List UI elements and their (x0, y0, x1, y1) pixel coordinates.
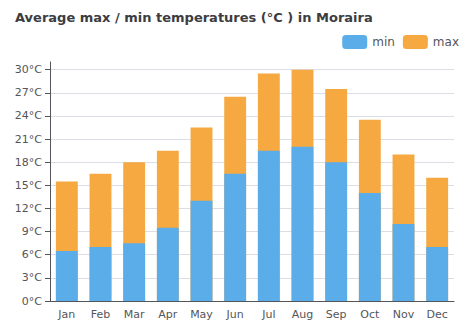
svg-text:Average max / min temperatures: Average max / min temperatures (°C ) in … (15, 10, 373, 25)
svg-text:18°C: 18°C (15, 156, 42, 169)
svg-text:Mar: Mar (124, 308, 145, 321)
svg-text:Feb: Feb (91, 308, 110, 321)
svg-text:6°C: 6°C (22, 248, 42, 261)
svg-text:Jul: Jul (261, 308, 275, 321)
svg-text:Nov: Nov (393, 308, 415, 321)
svg-text:min: min (372, 35, 395, 49)
svg-text:Jan: Jan (57, 308, 75, 321)
svg-text:21°C: 21°C (15, 133, 42, 146)
svg-text:30°C: 30°C (15, 63, 42, 76)
svg-text:Apr: Apr (158, 308, 178, 321)
svg-text:Sep: Sep (326, 308, 347, 321)
svg-text:May: May (190, 308, 213, 321)
svg-text:15°C: 15°C (15, 179, 42, 192)
svg-text:24°C: 24°C (15, 109, 42, 122)
svg-text:27°C: 27°C (15, 86, 42, 99)
svg-text:Dec: Dec (427, 308, 448, 321)
svg-text:max: max (433, 35, 459, 49)
svg-text:0°C: 0°C (22, 295, 42, 308)
svg-text:Aug: Aug (292, 308, 313, 321)
svg-text:Jun: Jun (226, 308, 244, 321)
svg-text:3°C: 3°C (22, 271, 42, 284)
svg-text:12°C: 12°C (15, 202, 42, 215)
svg-text:Oct: Oct (360, 308, 380, 321)
svg-text:9°C: 9°C (22, 225, 42, 238)
